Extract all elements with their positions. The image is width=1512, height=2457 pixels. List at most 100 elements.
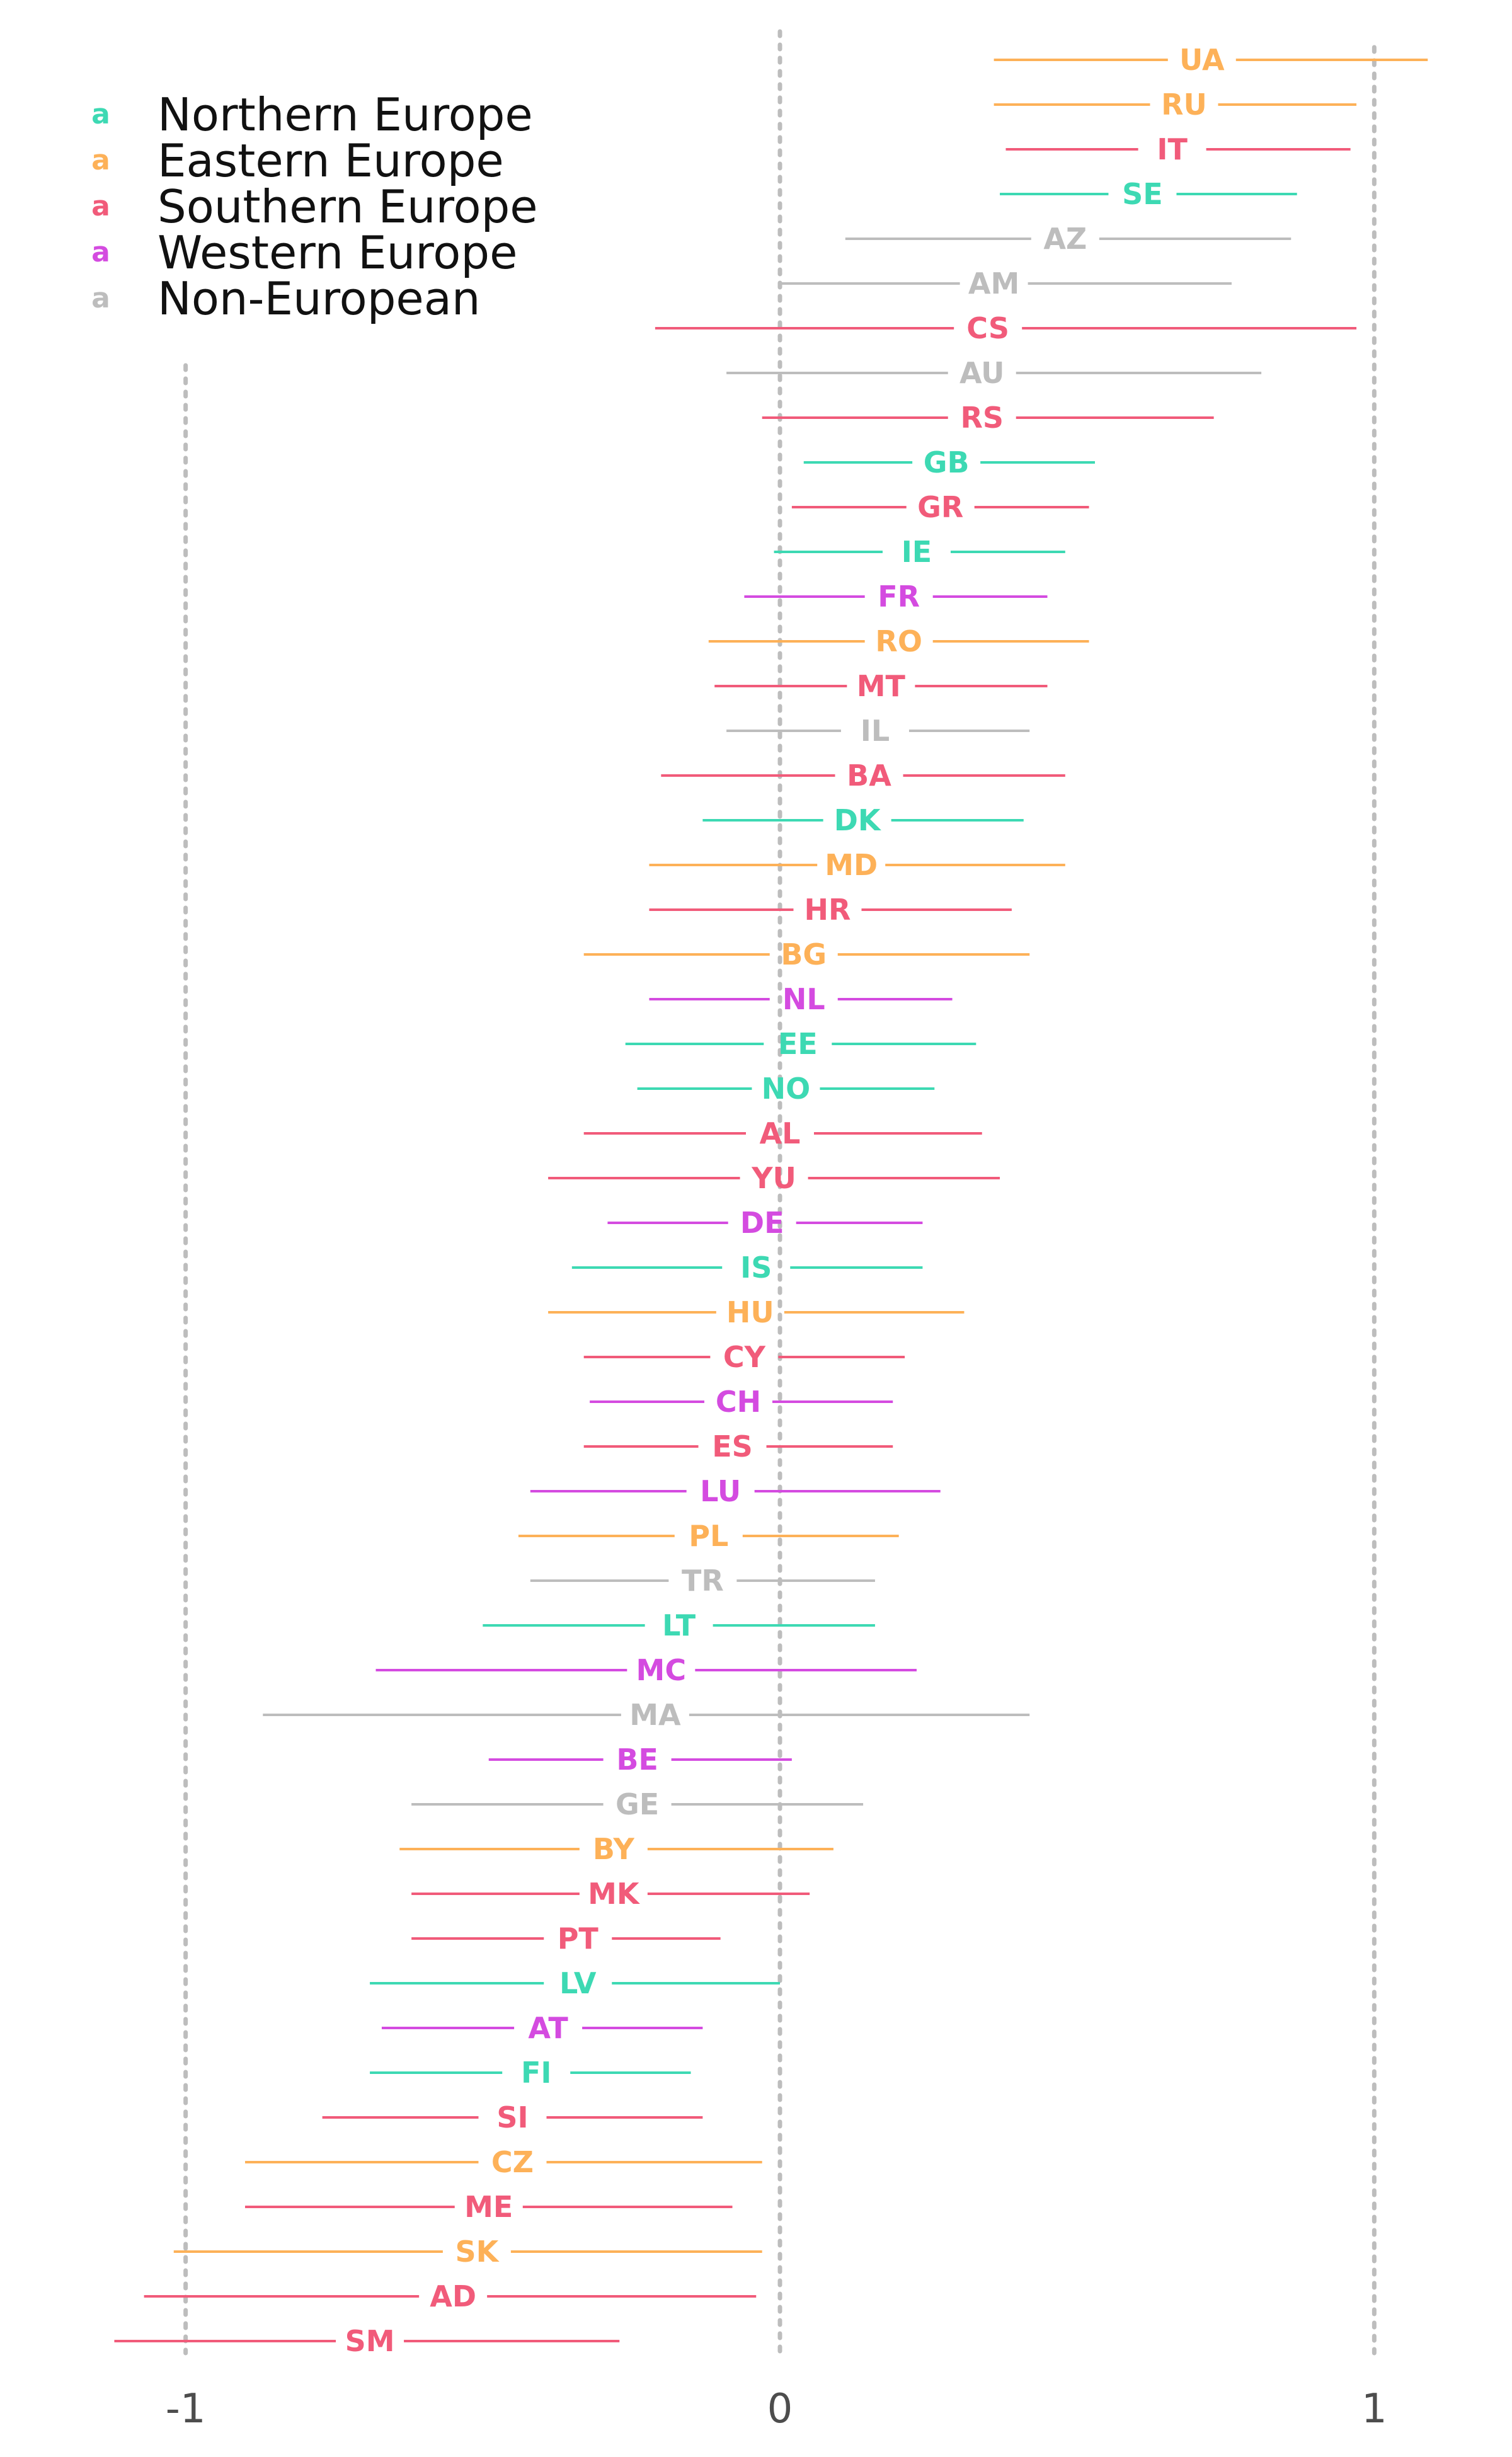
interval-label-lv: LV: [559, 1966, 597, 2000]
interval-es: ES: [583, 1429, 893, 1463]
legend-key-southern-europe: a: [91, 190, 110, 222]
legend-label-eastern-europe: Eastern Europe: [158, 134, 504, 187]
interval-label-ru: RU: [1161, 88, 1207, 122]
interval-ro: RO: [708, 624, 1089, 658]
interval-me: ME: [244, 2190, 733, 2224]
interval-ru: RU: [994, 88, 1357, 122]
interval-au: AU: [726, 356, 1262, 390]
interval-si: SI: [322, 2100, 703, 2134]
legend-key-eastern-europe: a: [91, 144, 110, 176]
interval-label-ch: CH: [716, 1385, 761, 1419]
interval-il: IL: [726, 714, 1030, 748]
interval-label-yu: YU: [751, 1161, 796, 1195]
legend-key-northern-europe: a: [91, 98, 110, 130]
interval-label-hu: HU: [726, 1295, 774, 1329]
interval-rs: RS: [762, 401, 1214, 435]
interval-fr: FR: [744, 580, 1048, 614]
interval-label-mk: MK: [588, 1877, 641, 1911]
interval-label-mt: MT: [857, 669, 906, 703]
x-tick-label-minus-one: -1: [166, 2386, 206, 2432]
interval-label-ua: UA: [1179, 43, 1225, 77]
legend-key-non-european: a: [91, 282, 110, 314]
interval-sm: SM: [114, 2324, 620, 2358]
interval-label-rs: RS: [960, 401, 1004, 435]
interval-hr: HR: [649, 893, 1012, 927]
interval-label-sm: SM: [345, 2324, 395, 2358]
interval-label-sk: SK: [455, 2235, 500, 2269]
interval-label-mc: MC: [636, 1653, 687, 1687]
interval-ch: CH: [590, 1385, 893, 1419]
interval-tr: TR: [530, 1564, 875, 1598]
interval-al: AL: [583, 1116, 982, 1150]
interval-label-dk: DK: [834, 803, 882, 837]
interval-label-si: SI: [496, 2100, 528, 2134]
interval-label-ad: AD: [430, 2279, 476, 2313]
legend-item-southern-europe: a Southern Europe: [88, 180, 537, 233]
interval-gb: GB: [803, 445, 1095, 479]
interval-de: DE: [607, 1206, 923, 1240]
interval-mk: MK: [411, 1877, 810, 1911]
x-axis-tick-labels: -1 0 1: [166, 2386, 1387, 2432]
interval-label-hr: HR: [805, 893, 851, 927]
interval-no: NO: [637, 1072, 935, 1106]
interval-label-pt: PT: [558, 1922, 599, 1956]
interval-se: SE: [1000, 177, 1297, 211]
interval-label-gb: GB: [924, 445, 970, 479]
interval-ma: MA: [263, 1698, 1030, 1732]
interval-ee: EE: [625, 1027, 976, 1061]
interval-label-cy: CY: [723, 1340, 766, 1374]
interval-ie: IE: [774, 535, 1065, 569]
interval-label-no: NO: [762, 1072, 811, 1106]
interval-label-at: AT: [528, 2011, 568, 2045]
interval-label-by: BY: [593, 1832, 635, 1866]
legend-item-western-europe: a Western Europe: [88, 226, 538, 279]
interval-label-se: SE: [1122, 177, 1163, 211]
interval-by: BY: [399, 1832, 833, 1866]
interval-series: UA RU IT SE AZ AM CS AU RS GB GR IE FR RO MT IL BA DK MD HR…: [114, 43, 1428, 2358]
interval-label-de: DE: [740, 1206, 784, 1240]
interval-az: AZ: [845, 222, 1292, 256]
legend-item-northern-europe: a Northern Europe: [88, 88, 538, 141]
interval-ba: BA: [661, 759, 1065, 793]
interval-at: AT: [381, 2011, 703, 2045]
x-tick-label-zero: 0: [767, 2386, 793, 2432]
interval-lv: LV: [370, 1966, 780, 2000]
legend-label-southern-europe: Southern Europe: [158, 180, 538, 233]
interval-dk: DK: [702, 803, 1024, 837]
interval-label-es: ES: [712, 1429, 753, 1463]
x-tick-label-one: 1: [1361, 2386, 1387, 2432]
interval-lu: LU: [530, 1474, 941, 1508]
interval-label-ma: MA: [629, 1698, 681, 1732]
interval-bg: BG: [583, 937, 1030, 971]
interval-lt: LT: [483, 1608, 875, 1642]
interval-md: MD: [649, 848, 1065, 882]
interval-label-pl: PL: [689, 1519, 728, 1553]
interval-label-ro: RO: [875, 624, 922, 658]
interval-pt: PT: [411, 1922, 721, 1956]
interval-cz: CZ: [244, 2145, 762, 2179]
interval-label-am: AM: [968, 266, 1019, 301]
interval-label-cs: CS: [966, 311, 1009, 345]
interval-gr: GR: [791, 490, 1089, 524]
interval-label-az: AZ: [1043, 222, 1087, 256]
legend-item-eastern-europe: a Eastern Europe: [88, 134, 538, 187]
interval-label-it: IT: [1157, 132, 1188, 166]
interval-label-ge: GE: [616, 1787, 659, 1821]
interval-label-fi: FI: [521, 2056, 552, 2090]
interval-label-md: MD: [825, 848, 878, 882]
interval-cs: CS: [655, 311, 1357, 345]
interval-label-is: IS: [740, 1251, 772, 1285]
interval-label-lt: LT: [662, 1608, 696, 1642]
interval-be: BE: [488, 1743, 792, 1777]
interval-fi: FI: [370, 2056, 691, 2090]
interval-label-nl: NL: [782, 982, 825, 1016]
interval-label-tr: TR: [682, 1564, 724, 1598]
interval-label-ba: BA: [847, 759, 891, 793]
interval-am: AM: [780, 266, 1232, 301]
interval-mc: MC: [375, 1653, 917, 1687]
interval-label-lu: LU: [700, 1474, 741, 1508]
interval-is: IS: [571, 1251, 923, 1285]
interval-nl: NL: [649, 982, 953, 1016]
legend-key-western-europe: a: [91, 236, 110, 268]
